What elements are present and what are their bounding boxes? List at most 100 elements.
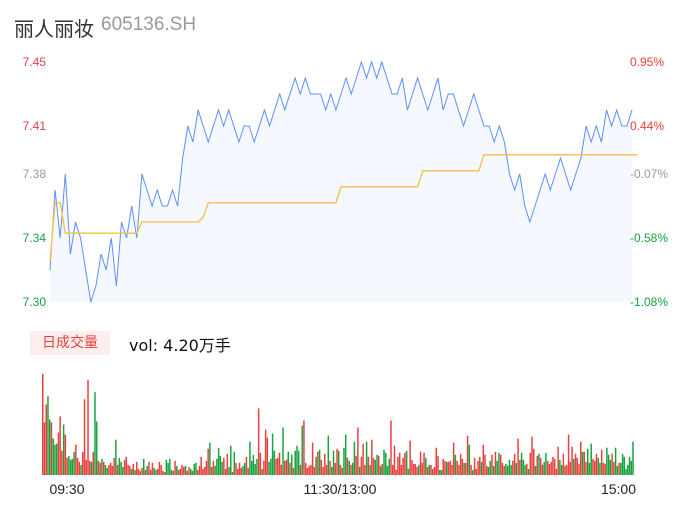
volume-bar <box>264 429 267 475</box>
volume-bar <box>238 462 241 475</box>
volume-bar <box>134 469 136 475</box>
volume-bar <box>371 439 373 475</box>
volume-bar <box>574 453 577 475</box>
volume-bar <box>353 441 356 475</box>
volume-bar <box>89 460 91 475</box>
volume-bar <box>381 463 384 475</box>
volume-bar <box>237 468 239 475</box>
volume-bar <box>125 456 128 475</box>
volume-bar <box>360 456 363 475</box>
volume-bar <box>252 454 255 475</box>
volume-bar <box>54 444 56 475</box>
volume-bar <box>130 468 133 475</box>
volume-bar <box>395 469 397 475</box>
volume-bar <box>492 465 495 475</box>
volume-bar <box>118 457 121 475</box>
volume-bar <box>163 471 166 475</box>
volume-bar <box>325 464 328 475</box>
volume-bar <box>423 452 425 475</box>
volume-bar <box>616 465 619 475</box>
volume-bar <box>433 466 436 475</box>
volume-bar <box>623 456 626 475</box>
volume-bar <box>445 461 448 475</box>
price-area <box>50 62 632 302</box>
volume-bar <box>489 460 491 475</box>
volume-bar <box>465 462 467 475</box>
volume-bar <box>602 462 605 475</box>
volume-bar <box>338 450 340 475</box>
volume-bar <box>599 462 601 475</box>
volume-bar <box>585 461 587 475</box>
volume-bar <box>216 458 218 475</box>
volume-bar <box>473 457 476 475</box>
volume-bar <box>285 459 288 475</box>
volume-bar <box>64 434 67 475</box>
volume-bar <box>440 469 443 475</box>
volume-bar <box>344 434 347 475</box>
volume-bar <box>611 453 613 475</box>
volume-bar <box>628 456 631 475</box>
volume-bar <box>432 468 434 475</box>
volume-bar <box>472 469 474 475</box>
volume-bar <box>351 462 354 475</box>
volume-bar <box>362 443 364 475</box>
volume-bar <box>129 465 131 475</box>
volume-bar <box>50 422 53 475</box>
volume-bar <box>183 466 185 475</box>
volume-bar <box>573 458 575 475</box>
volume-tab-daily[interactable]: 日成交量 <box>30 331 110 355</box>
volume-bar <box>409 440 411 475</box>
volume-bar <box>263 460 265 475</box>
volume-bar <box>355 455 357 475</box>
volume-bar <box>92 451 94 475</box>
volume-bar <box>315 456 317 475</box>
volume-bar <box>580 441 582 475</box>
volume-bar <box>365 441 368 475</box>
volume-bar <box>146 465 148 475</box>
volume-bar <box>590 443 592 475</box>
volume-bar <box>539 457 542 475</box>
volume-bar <box>367 456 370 475</box>
volume-bar <box>167 462 169 475</box>
volume-bar <box>149 469 152 475</box>
volume-bar <box>43 422 46 475</box>
volume-bar <box>435 447 437 475</box>
volume-bar <box>515 462 518 475</box>
volume-bar <box>160 464 162 475</box>
volume-bar <box>412 463 415 475</box>
volume-bar <box>621 453 624 475</box>
volume-bar <box>137 468 140 475</box>
volume-bar <box>259 452 262 475</box>
volume-bar <box>155 469 157 475</box>
volume-bar <box>600 449 603 475</box>
volume-bar <box>162 470 164 475</box>
volume-bar <box>120 461 122 475</box>
volume-bar <box>463 462 465 475</box>
volume-bar <box>306 467 309 475</box>
volume-bar <box>311 442 314 475</box>
volume-bar <box>193 463 195 475</box>
volume-bar <box>459 453 462 475</box>
volume-bar <box>115 439 117 475</box>
volume-bar <box>613 461 615 475</box>
volume-bar <box>142 458 145 475</box>
volume-bar <box>113 457 115 475</box>
volume-bar <box>69 459 72 475</box>
volume-bar <box>566 464 568 475</box>
volume-bar <box>378 455 380 475</box>
volume-bar <box>376 454 378 475</box>
volume-bar <box>95 421 98 475</box>
volume-bar <box>317 451 319 475</box>
volume-bar <box>282 427 284 475</box>
volume-bar <box>78 461 81 475</box>
volume-bar <box>151 462 154 475</box>
volume-bar <box>437 455 439 475</box>
volume-bar <box>195 462 197 475</box>
y-axis-tick-label: 7.38 <box>23 167 47 181</box>
volume-bar <box>618 462 620 475</box>
y-axis-tick-label: 7.30 <box>23 295 47 309</box>
price-line <box>49 60 633 303</box>
volume-bar <box>630 460 633 475</box>
volume-bar <box>438 469 441 475</box>
volume-bar <box>418 464 420 475</box>
